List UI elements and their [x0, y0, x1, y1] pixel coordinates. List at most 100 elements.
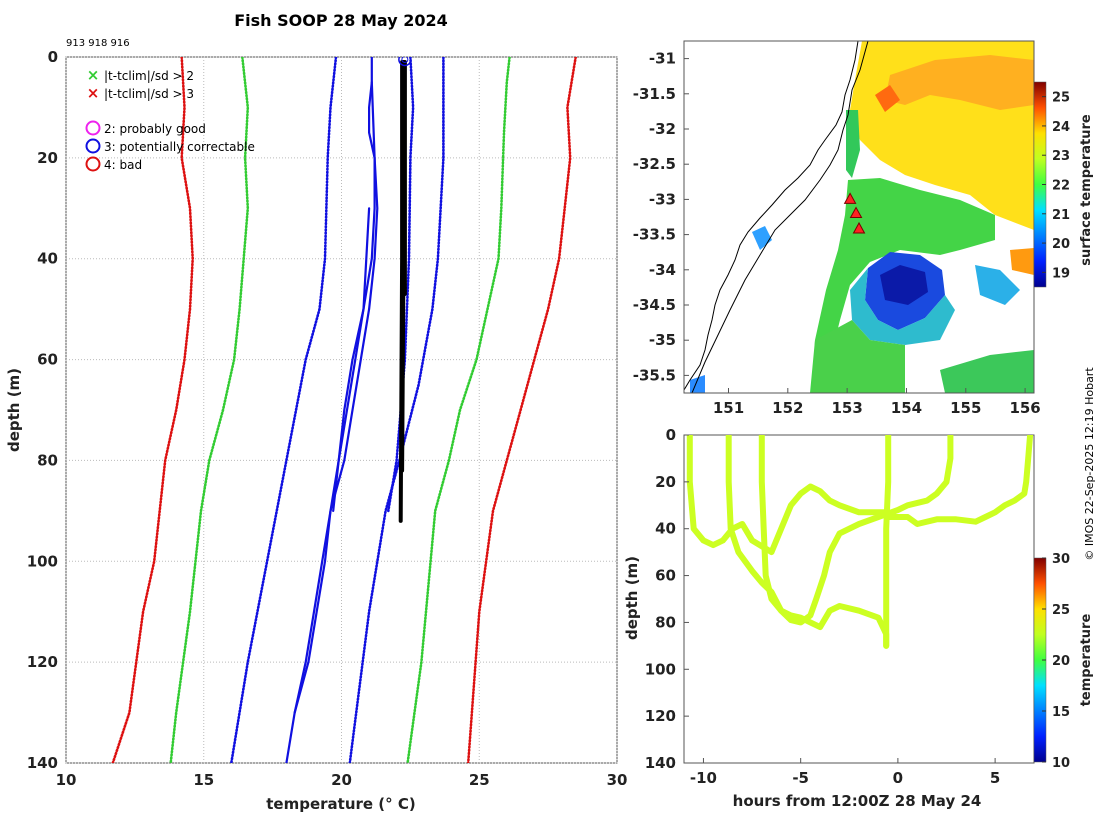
station-marker	[843, 192, 857, 204]
legend-circle-marker	[85, 120, 101, 136]
time-series-ticks: -10 -5 0 5 0 20 40 60 80 100 120 140	[645, 426, 1001, 787]
map-x-tick-label: 151	[713, 399, 744, 417]
time-series-axes-frame	[683, 434, 1035, 764]
profile-line-bottle-profile-3	[398, 60, 405, 523]
time-series-x-tick-label: 0	[893, 769, 903, 787]
cool-patch-east	[975, 265, 1020, 305]
profile-legend: × |t-tclim|/sd > 2 × |t-tclim|/sd > 3 2: pro…	[85, 66, 255, 172]
profile-y-label: depth (m)	[5, 368, 23, 452]
map-x-tick-label: 155	[950, 399, 981, 417]
map-y-tick-label: -31	[649, 50, 676, 68]
time-series-y-tick-label: 0	[666, 426, 676, 444]
map-x-tick-label: 154	[891, 399, 922, 417]
sst-colorbar-tick-label: 24	[1052, 120, 1070, 135]
profile-line-profile-c	[285, 207, 371, 763]
station-marker	[849, 206, 863, 218]
profile-x-tick-label: 10	[56, 771, 77, 789]
map-stations	[843, 192, 866, 234]
profile-line-clim-3sd	[111, 57, 194, 763]
green-coastal-strip	[846, 110, 860, 178]
sst-colorbar-tick-label: 21	[1052, 208, 1070, 223]
legend-circle-marker	[85, 138, 101, 154]
station-marker	[852, 221, 866, 234]
temperature-colorbar-tick-label: 30	[1052, 552, 1070, 567]
legend-label: |t-tclim|/sd > 2	[104, 69, 194, 83]
profile-line-clim-2sd	[169, 57, 250, 763]
map-x-tick-label: 152	[772, 399, 803, 417]
profile-y-tick-label: 120	[27, 653, 58, 671]
time-series-x-label: hours from 12:00Z 28 May 24	[733, 792, 982, 810]
profile-x-label: temperature (° C)	[266, 795, 416, 813]
profile-y-tick-label: 0	[48, 48, 58, 66]
temperature-colorbar-tick-label: 10	[1052, 756, 1070, 771]
orange-spot-se	[1010, 248, 1034, 275]
sst-colorbar-tick-label: 22	[1052, 179, 1070, 194]
profile-y-tick-label: 140	[27, 754, 58, 772]
sst-colorbar-tick-label: 19	[1052, 266, 1070, 281]
profile-flag-circle-inner	[401, 57, 409, 64]
profile-line-clim-mean	[386, 57, 415, 513]
sst-field	[684, 41, 1034, 393]
legend-label: 2: probably good	[104, 122, 206, 136]
profile-grid	[65, 56, 618, 764]
profile-lines	[111, 57, 578, 763]
green-southwest	[812, 320, 905, 393]
map-y-tick-label: -35	[649, 331, 676, 349]
profile-x-tick-label: 25	[469, 771, 490, 789]
map-y-tick-label: -31.5	[633, 85, 676, 103]
time-series-x-tick-label: 5	[990, 769, 1000, 787]
legend-label: 4: bad	[104, 158, 142, 172]
sst-colorbar-tick-label: 25	[1052, 91, 1070, 106]
orange-spot	[875, 85, 900, 112]
map-y-tick-label: -34.5	[633, 296, 676, 314]
time-series-track	[883, 435, 892, 649]
coastline	[684, 41, 869, 393]
legend-label: 3: potentially correctable	[104, 140, 255, 154]
profile-line-profile-a	[332, 57, 376, 512]
profile-line-clim-1sd	[230, 57, 338, 763]
map-y-tick-label: -35.5	[633, 366, 676, 384]
sst-colorbar-label: surface temperature	[1079, 114, 1094, 266]
temperature-colorbar-tick-label: 25	[1052, 603, 1070, 618]
legend-cross-marker: ×	[87, 66, 100, 84]
map-ticks: 151 152 153 154 155 156 -31 -31.5 -32 -32.5 -33 -33…	[633, 50, 1041, 417]
profile-x-tick-label: 20	[331, 771, 352, 789]
profile-line-clim-3sd	[466, 57, 578, 763]
map-y-tick-label: -34	[649, 261, 676, 279]
sst-colorbar-ticks: 19 20 21 22 23 24 25	[1042, 91, 1070, 281]
profile-flag-circle	[398, 57, 412, 67]
legend-circle-marker	[85, 156, 101, 172]
temperature-colorbar-label: temperature	[1079, 614, 1094, 707]
temperature-colorbar-ticks: 10 15 20 25 30	[1042, 552, 1070, 771]
legend-label: |t-tclim|/sd > 3	[104, 87, 194, 101]
time-series-y-tick-label: 120	[645, 707, 676, 725]
profile-line-profile-b	[293, 81, 379, 714]
time-series-y-tick-label: 140	[645, 754, 676, 772]
legend-cross-marker: ×	[87, 84, 100, 102]
profile-ticks: 10 15 20 25 30 0 20 40 60 80 100 120 140	[27, 48, 628, 789]
profile-line-clim-1sd	[348, 57, 445, 763]
figure-title: Fish SOOP 28 May 2024	[234, 11, 448, 30]
profile-y-tick-label: 60	[37, 351, 58, 369]
footer-credit: © IMOS 22-Sep-2025 12:19 Hobart	[1083, 367, 1096, 561]
profile-y-tick-label: 100	[27, 552, 58, 570]
time-series-track	[725, 435, 954, 626]
time-series-y-tick-label: 100	[645, 660, 676, 678]
map-y-tick-label: -33.5	[633, 226, 676, 244]
time-series-track	[885, 435, 1034, 527]
hot-water-patch	[885, 55, 1034, 110]
temperature-colorbar-tick-label: 20	[1052, 654, 1070, 669]
map-y-tick-label: -33	[649, 190, 676, 208]
time-series-x-tick-label: -10	[690, 769, 717, 787]
time-series-lines	[686, 435, 1034, 649]
map-plot: 151 152 153 154 155 156 -31 -31.5 -32 -32.5 -33 -33…	[633, 40, 1094, 417]
temperature-colorbar-tick-label: 15	[1052, 705, 1070, 720]
profile-y-tick-label: 20	[37, 149, 58, 167]
time-series-y-label: depth (m)	[623, 556, 641, 640]
time-series-x-tick-label: -5	[792, 769, 809, 787]
profile-plot: 10 15 20 25 30 0 20 40 60 80 100 120 140 × |t-tclim|/…	[5, 48, 627, 813]
sst-colorbar-tick-label: 20	[1052, 237, 1070, 252]
map-y-tick-label: -32	[649, 120, 676, 138]
map-y-tick-label: -32.5	[633, 155, 676, 173]
cold-eddy-core	[880, 265, 928, 305]
